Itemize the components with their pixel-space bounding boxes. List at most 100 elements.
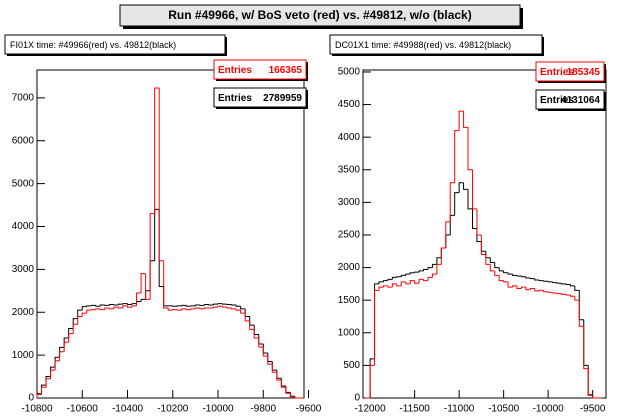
- pad-title: DC01X1 time: #49988(red) vs. 49812(black…: [335, 40, 511, 50]
- histogram-bin: [574, 285, 580, 291]
- histogram-bin: [226, 307, 232, 309]
- histogram-bin: [560, 293, 566, 295]
- histogram-bin: [276, 372, 282, 381]
- plot-frame: [36, 69, 305, 399]
- histogram-bin: [423, 269, 428, 271]
- histogram-bin: [294, 396, 300, 399]
- histogram-bin: [538, 279, 544, 282]
- stats-value: 166365: [269, 65, 303, 76]
- histogram-bin: [503, 280, 509, 283]
- histogram-bin: [423, 279, 428, 282]
- x-tick-label: -9500: [580, 404, 606, 415]
- histogram-bin: [113, 306, 119, 309]
- histogram-bin: [547, 291, 553, 293]
- x-tick-label: -10600: [67, 404, 99, 415]
- stats-value: 2789959: [263, 93, 302, 104]
- histogram-bin: [516, 275, 522, 277]
- stats-label: Entries: [540, 95, 574, 106]
- histogram-bin: [203, 304, 209, 306]
- plot-frame: [362, 69, 607, 399]
- page-title: Run #49966, w/ BoS veto (red) vs. #49812…: [168, 8, 471, 22]
- stats-value: 4131064: [561, 95, 600, 106]
- histogram-bin: [463, 111, 469, 128]
- histogram-bin: [378, 286, 384, 291]
- histogram-bin: [190, 308, 196, 310]
- histogram-bin: [565, 294, 571, 296]
- histogram-bin: [387, 285, 393, 288]
- histogram-bin: [396, 283, 402, 287]
- y-tick-label: 1000: [12, 350, 35, 361]
- histogram-bin: [127, 303, 133, 306]
- histogram-bin: [140, 273, 146, 293]
- y-tick-label: 3500: [338, 164, 361, 175]
- histogram-bin: [122, 305, 128, 308]
- histogram-bin: [552, 281, 558, 284]
- histogram-bin: [203, 307, 209, 309]
- histogram-bin: [185, 305, 191, 307]
- histogram-bin: [145, 273, 151, 300]
- y-tick-label: 5000: [338, 67, 361, 78]
- histogram-bin: [552, 292, 558, 294]
- histogram-bin: [249, 320, 255, 330]
- histogram-bin: [494, 262, 500, 269]
- histogram-bin: [409, 280, 415, 284]
- histogram-bin: [543, 280, 549, 282]
- histogram-bin: [485, 254, 491, 265]
- x-tick-label: -10800: [21, 404, 53, 415]
- histogram-bin: [280, 379, 286, 388]
- histogram-bin: [262, 346, 268, 357]
- histogram-bin: [467, 189, 473, 210]
- y-tick-label: 2000: [12, 307, 35, 318]
- histogram-bin: [467, 127, 473, 171]
- histogram-bin: [574, 296, 580, 301]
- histogram-bin: [534, 288, 540, 292]
- histogram-bin: [235, 308, 241, 311]
- histogram-bin: [117, 303, 123, 305]
- histogram-bin: [222, 306, 228, 308]
- histogram-bin: [454, 192, 460, 216]
- histogram-bin: [592, 395, 598, 399]
- histogram-bin: [108, 307, 114, 310]
- histogram-bin: [431, 273, 437, 278]
- histogram-bin: [81, 312, 87, 317]
- histogram-bin: [140, 298, 146, 302]
- stats-value: 185345: [567, 67, 601, 78]
- y-tick-label: 4500: [338, 99, 361, 110]
- histogram-bin: [181, 308, 187, 311]
- histogram-bin: [507, 281, 513, 288]
- histogram-bin: [99, 308, 105, 311]
- histogram-bin: [543, 290, 549, 293]
- histogram-bin: [253, 329, 259, 339]
- x-tick-label: -9800: [250, 404, 276, 415]
- histogram-bin: [163, 260, 169, 309]
- histogram-bin: [258, 337, 264, 348]
- stats-box: [535, 61, 605, 82]
- histogram-bin: [72, 323, 78, 334]
- histogram-bin: [405, 281, 411, 285]
- pad-title-box: [329, 34, 543, 55]
- histogram-bin: [131, 303, 137, 305]
- histogram-bin: [217, 305, 223, 308]
- y-tick-label: 7000: [12, 93, 35, 104]
- histogram-bin: [529, 287, 535, 290]
- histogram-bin: [489, 257, 495, 263]
- histogram-bin: [556, 282, 562, 284]
- y-tick-label: 1500: [338, 295, 361, 306]
- histogram-bin: [471, 169, 477, 210]
- histogram-bin: [117, 307, 123, 309]
- histogram-bin: [405, 273, 411, 276]
- histogram-bin: [458, 182, 464, 193]
- histogram-bin: [440, 247, 446, 265]
- histogram-bin: [414, 280, 420, 284]
- pad-title: FI01X time: #49966(red) vs. 49812(black): [10, 40, 176, 50]
- histogram-bin: [525, 276, 531, 279]
- histogram-bin: [449, 182, 455, 222]
- stats-box: [213, 59, 307, 80]
- histogram-bin: [108, 304, 114, 306]
- histogram-bin: [50, 369, 56, 379]
- histogram-bin: [512, 285, 517, 288]
- y-tick-label: 0: [354, 393, 360, 404]
- histogram-bin: [489, 264, 495, 272]
- histogram-bin: [534, 278, 540, 281]
